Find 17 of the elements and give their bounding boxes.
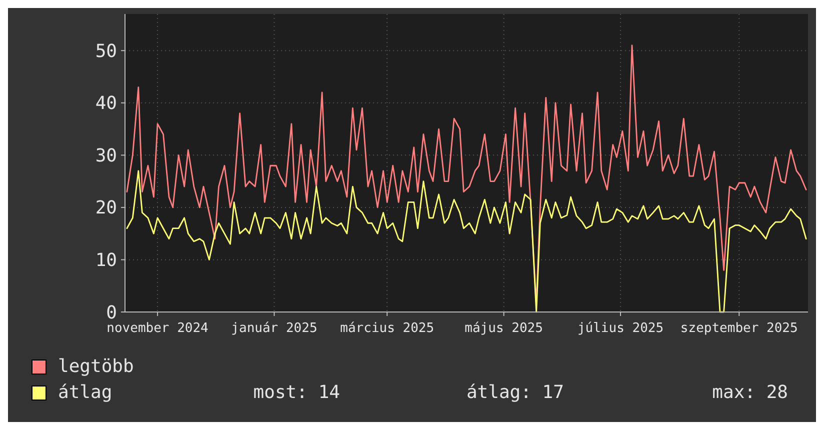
y-tick-label: 10 [95, 250, 117, 272]
x-tick-label: szeptember 2025 [680, 321, 798, 336]
x-tick-label: július 2025 [577, 321, 664, 336]
x-tick-label: május 2025 [464, 321, 543, 336]
y-tick-label: 20 [95, 198, 117, 219]
text: most: 14 [253, 382, 340, 403]
y-tick-label: 0 [106, 302, 117, 324]
x-tick-label: január 2025 [231, 321, 318, 336]
y-tick-label: 30 [95, 145, 117, 166]
legend-label: átlag [58, 382, 112, 403]
text: átlag: 17 [466, 382, 564, 403]
legend-label: legtöbb [58, 356, 134, 377]
y-tick-label: 50 [95, 40, 117, 62]
y-tick-label: 40 [95, 93, 117, 114]
x-tick-label: november 2024 [106, 321, 209, 336]
x-tick-label: március 2025 [340, 321, 434, 336]
text: max: 28 [712, 382, 788, 403]
